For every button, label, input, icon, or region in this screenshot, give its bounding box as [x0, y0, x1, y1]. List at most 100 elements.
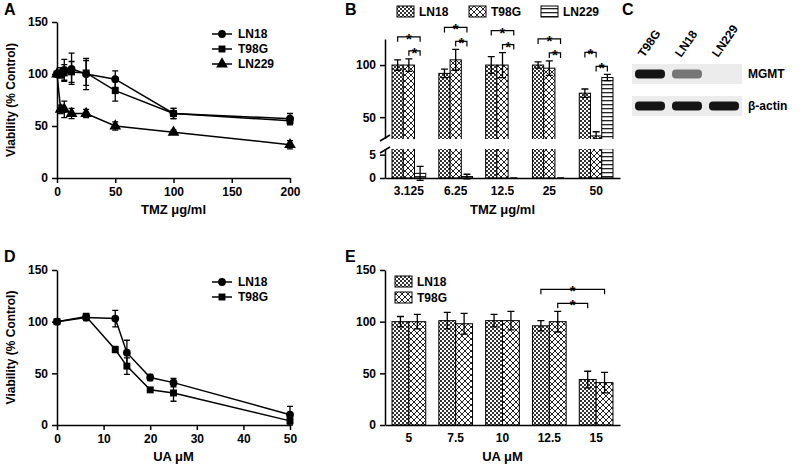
significance-label: *	[406, 30, 412, 47]
y-tick-label: 0	[369, 418, 376, 432]
marker	[112, 346, 119, 353]
x-tick-mark	[173, 178, 175, 183]
series-line	[57, 72, 290, 121]
error-bar	[112, 80, 118, 101]
error-bar	[444, 312, 451, 329]
x-tick-mark	[232, 178, 234, 183]
error-bar	[83, 313, 89, 319]
x-axis-line	[386, 425, 621, 427]
y-tick: 100	[356, 58, 385, 72]
legend-marker	[218, 278, 226, 286]
x-axis-title: UA μM	[482, 449, 523, 464]
x-tick-label: 25	[543, 184, 557, 198]
y-tick-mark	[52, 270, 57, 272]
y-axis-line	[385, 271, 387, 426]
significance-label: *	[458, 34, 464, 51]
y-tick: 50	[35, 367, 57, 381]
x-tick: 12.5	[538, 425, 562, 445]
blot-lane-label: LN229	[709, 22, 741, 60]
significance-label: *	[570, 282, 576, 299]
legend-item: LN229	[212, 57, 274, 71]
x-tick: 15	[589, 425, 603, 445]
y-axis-title: Viability (% Control)	[4, 43, 18, 157]
x-tick-mark	[290, 425, 292, 430]
y-tick-label: 50	[35, 367, 49, 381]
x-tick-label: 12.5	[491, 184, 515, 198]
panel-label: D	[4, 248, 16, 265]
error-bar	[394, 60, 401, 70]
panel-label: A	[4, 1, 16, 18]
legend: LN18T98G	[395, 275, 447, 305]
error-bar	[554, 311, 561, 332]
marker	[109, 119, 121, 129]
x-tick-mark	[290, 178, 292, 183]
blot-band	[672, 102, 702, 111]
panel-label: C	[622, 1, 634, 18]
error-bar	[491, 314, 498, 326]
error-bar	[593, 132, 600, 139]
bar	[486, 321, 503, 425]
y-tick-mark	[52, 178, 57, 180]
x-tick-label: 200	[280, 185, 300, 199]
x-axis: 050100150200	[54, 178, 301, 199]
legend-label: LN18	[417, 275, 447, 289]
significance-label: *	[500, 24, 506, 41]
bar	[579, 93, 590, 178]
y-tick-label: 150	[356, 263, 376, 277]
y-tick-label: 0	[41, 418, 48, 432]
y-tick-mark	[52, 126, 57, 128]
legend: LN18T98GLN229	[397, 5, 599, 19]
legend-swatch	[397, 6, 414, 17]
series-line	[57, 318, 290, 415]
x-tick-mark	[115, 178, 117, 183]
error-bar	[287, 114, 293, 124]
marker	[58, 103, 70, 113]
marker	[170, 110, 177, 117]
significance-label: *	[546, 32, 552, 49]
y-tick-mark	[52, 22, 57, 24]
bar	[392, 322, 409, 425]
legend-marker	[216, 57, 228, 67]
plot-area	[392, 311, 613, 425]
marker	[284, 138, 296, 148]
legend-swatch	[541, 6, 558, 17]
x-tick: 100	[164, 178, 184, 199]
x-tick-mark	[150, 425, 152, 430]
error-bar	[414, 314, 421, 328]
error-bar	[604, 74, 611, 80]
legend-label: T98G	[238, 290, 268, 304]
x-axis-line	[58, 425, 291, 427]
marker	[123, 363, 130, 370]
blot-strip	[632, 64, 742, 84]
panel-label: B	[345, 1, 357, 18]
legend-label: T98G	[238, 42, 268, 56]
legend-marker	[219, 46, 226, 53]
bar	[450, 60, 461, 178]
legend-item: LN18	[212, 27, 268, 41]
legend-item: T98G	[212, 290, 268, 304]
error-bar	[397, 317, 404, 327]
x-tick-label: 3.125	[394, 184, 424, 198]
legend-label: LN18	[238, 275, 268, 289]
bar	[439, 321, 456, 425]
significance-label: *	[599, 59, 605, 76]
axis-break-gap	[382, 139, 626, 149]
x-tick-label: 6.25	[444, 184, 468, 198]
legend-item: LN18	[397, 5, 449, 19]
x-tick-label: 7.5	[447, 431, 464, 445]
bar	[392, 65, 403, 178]
blot-strip	[632, 96, 742, 116]
blot-band	[709, 102, 739, 111]
x-tick-label: 50	[284, 432, 298, 446]
bar	[602, 78, 613, 178]
legend-label: LN18	[238, 27, 268, 41]
y-tick-label: 100	[28, 315, 48, 329]
legend-label: LN18	[419, 5, 449, 19]
legend: LN18T98GLN229	[212, 27, 274, 71]
x-axis: 3.1256.2512.52550	[386, 178, 621, 198]
x-tick-label: 40	[237, 432, 251, 446]
legend-item: T98G	[469, 5, 521, 19]
x-tick: 0	[54, 178, 61, 199]
legend-marker	[218, 30, 226, 38]
blot-row-label: β-actin	[748, 99, 787, 113]
